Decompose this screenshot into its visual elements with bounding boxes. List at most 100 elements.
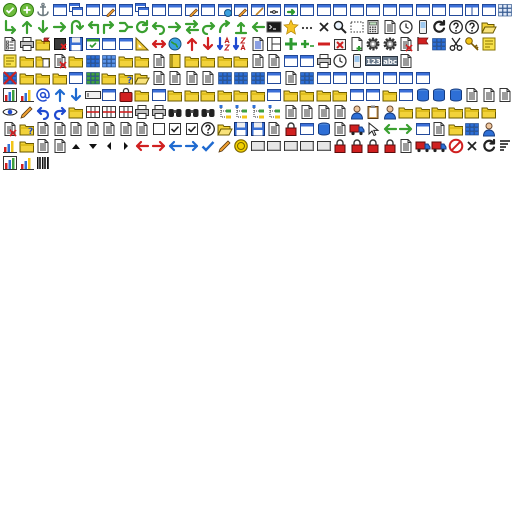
- arrow-up-split-icon: [233, 19, 249, 35]
- window-icon: [316, 70, 332, 86]
- window-icon: [167, 2, 183, 18]
- printer-icon: [134, 104, 150, 120]
- window-pencil-icon: [184, 2, 200, 18]
- window-icon: [299, 53, 315, 69]
- grid-icon: [217, 70, 233, 86]
- folder-icon: [464, 104, 480, 120]
- svg-text:123: 123: [366, 58, 381, 66]
- window-icon: [200, 2, 216, 18]
- table-icon: [497, 2, 512, 18]
- close-icon: [316, 19, 332, 35]
- minus-icon: [316, 36, 332, 52]
- icon-row: [0, 19, 512, 35]
- tree-icon: [233, 104, 249, 120]
- document-icon: [464, 87, 480, 103]
- document-close-icon: [398, 36, 414, 52]
- folder-icon: [481, 104, 497, 120]
- columns-icon: [118, 104, 134, 120]
- document-icon: [167, 70, 183, 86]
- lock-icon: [365, 138, 381, 154]
- window-icon: [349, 87, 365, 103]
- document-icon: [497, 87, 512, 103]
- folder-icon: [68, 53, 84, 69]
- redo-icon: [52, 104, 68, 120]
- coin-icon: [233, 138, 249, 154]
- save-icon: [68, 36, 84, 52]
- checkbox-checked-icon: [184, 121, 200, 137]
- barcode-icon: [35, 155, 51, 171]
- printer-icon: [316, 53, 332, 69]
- window-icon: [415, 2, 431, 18]
- arrow-curve-icon: [217, 19, 233, 35]
- window-icon: [151, 87, 167, 103]
- svg-text:?: ?: [28, 127, 33, 137]
- window-icon: [382, 2, 398, 18]
- chart-icon: [2, 87, 18, 103]
- arrow-left-red-icon: [134, 138, 150, 154]
- dotted-box-icon: [349, 19, 365, 35]
- grid-icon: [233, 70, 249, 86]
- document-icon: [85, 121, 101, 137]
- windows-cascade-icon: [134, 2, 150, 18]
- arrow-redo-icon: [200, 19, 216, 35]
- arrow-up-red-icon: [184, 36, 200, 52]
- columns-icon: [101, 104, 117, 120]
- grid-red-icon: [2, 70, 18, 86]
- window-icon: [415, 121, 431, 137]
- folder-open-icon: [216, 121, 233, 137]
- document-icon: [382, 19, 398, 35]
- folder-icon: [283, 87, 299, 103]
- document-icon: [332, 121, 348, 137]
- chart-icon: [2, 155, 18, 171]
- icon-row: [0, 87, 512, 103]
- window-icon: [332, 70, 348, 86]
- cursor-icon: [365, 121, 381, 137]
- window-icon: [382, 70, 398, 86]
- window-icon: [365, 87, 381, 103]
- document-icon: [184, 70, 200, 86]
- window-icon: [398, 2, 414, 18]
- note-icon: [481, 36, 497, 52]
- document-icon: [68, 121, 84, 137]
- pencil-icon: [19, 104, 35, 120]
- document-icon: [118, 121, 134, 137]
- at-icon: [35, 87, 51, 103]
- grid-icon: [85, 53, 101, 69]
- arrow-left-icon: [382, 121, 398, 137]
- caret-down-icon: [85, 138, 101, 154]
- key-icon: [464, 36, 480, 52]
- arrow-right-green-icon: [52, 19, 68, 35]
- arrow-merge-icon: [118, 19, 134, 35]
- binoculars-icon: [167, 104, 183, 120]
- window-icon: [349, 70, 365, 86]
- window-icon: [151, 2, 167, 18]
- document-icon: [283, 70, 299, 86]
- document-icon: [52, 121, 68, 137]
- folder-icon: [19, 70, 35, 86]
- folder-flag-icon: [35, 36, 51, 52]
- button-icon: [316, 138, 332, 154]
- document-icon: [101, 121, 117, 137]
- document-close-icon: [52, 53, 68, 69]
- calculator-icon: [365, 19, 381, 35]
- resize-icon: [151, 36, 167, 52]
- folder-icon: [19, 138, 35, 154]
- document-icon: [316, 104, 332, 120]
- person-icon: [382, 104, 398, 120]
- arrow-swap-icon: [184, 19, 200, 35]
- input-field-icon: [84, 87, 101, 103]
- svg-text:abc: abc: [383, 58, 397, 66]
- folder-icon: [167, 87, 183, 103]
- plus-icon: [283, 36, 299, 52]
- check-circle-icon: [2, 2, 18, 18]
- arrow-up-right-icon: [101, 19, 117, 35]
- checklist-icon: [2, 36, 18, 52]
- folder-icon: [184, 53, 200, 69]
- folder-icon: [134, 53, 150, 69]
- notebook-icon: [167, 53, 183, 69]
- eye-icon: [2, 104, 18, 120]
- folder-icon: [415, 104, 431, 120]
- grid-icon: [299, 70, 315, 86]
- folder-icon: [68, 104, 84, 120]
- window-icon: [85, 2, 101, 18]
